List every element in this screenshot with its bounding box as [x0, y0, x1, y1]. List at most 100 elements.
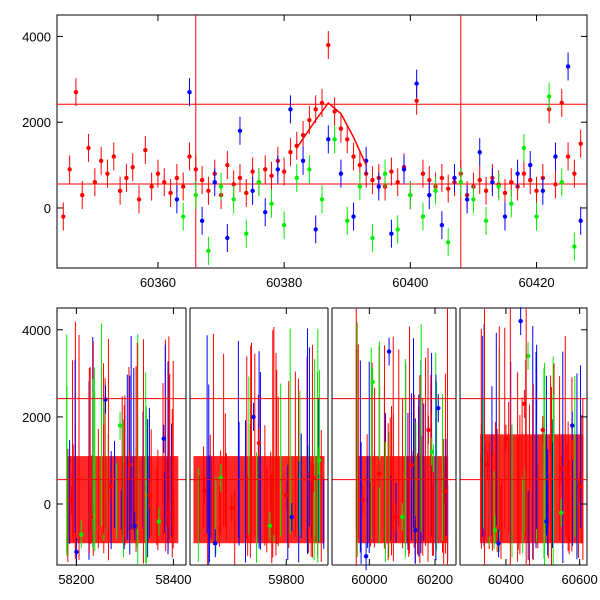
data-point [389, 231, 394, 236]
data-point [206, 188, 211, 194]
data-point [251, 414, 256, 420]
data-point [111, 154, 116, 159]
data-point [386, 349, 392, 354]
data-point [174, 175, 180, 181]
data-point [496, 184, 501, 189]
data-point [528, 177, 533, 183]
axis-break [328, 307, 332, 566]
data-point [559, 466, 564, 472]
data-point [395, 180, 400, 185]
data-point [174, 197, 180, 202]
data-point [149, 184, 154, 189]
data-point [250, 169, 255, 174]
data-point [414, 98, 419, 103]
data-point [436, 405, 441, 411]
data-point [73, 89, 79, 95]
data-point [288, 107, 293, 112]
data-point [127, 462, 132, 468]
data-point [98, 158, 104, 163]
data-point [161, 436, 166, 441]
data-point [74, 549, 79, 555]
x-tick-label: 60200 [417, 572, 453, 587]
data-point [146, 493, 152, 498]
data-point [357, 184, 363, 189]
x-tick-label: 58200 [58, 572, 94, 587]
data-point [162, 180, 167, 185]
data-point [61, 214, 66, 219]
data-point [492, 527, 498, 533]
data-point [199, 218, 205, 224]
data-point [69, 497, 74, 502]
data-point [92, 180, 98, 185]
data-point [206, 248, 211, 254]
data-point [565, 64, 571, 69]
data-point [275, 167, 281, 172]
x-tick-label: 60400 [488, 572, 524, 587]
data-point [213, 541, 218, 546]
data-point [212, 180, 217, 185]
data-point [429, 449, 434, 454]
data-point [244, 190, 249, 196]
data-point [86, 145, 91, 151]
data-point [307, 117, 312, 123]
data-point [237, 175, 243, 181]
data-point [521, 171, 527, 176]
data-point [426, 427, 431, 433]
data-point [408, 192, 413, 198]
data-point [363, 554, 369, 559]
data-point [187, 154, 192, 159]
data-point [395, 227, 400, 232]
data-point [345, 137, 350, 142]
data-point [360, 497, 366, 502]
data-point [229, 506, 234, 511]
bottom-panel: 0 2000 4000 58200 58400 59800 60000 60200 60400 6… [22, 307, 598, 587]
data-point [193, 192, 199, 198]
data-point [105, 171, 110, 176]
data-point [218, 475, 223, 481]
data-point [338, 126, 344, 131]
data-point [572, 171, 577, 176]
data-point [565, 154, 571, 159]
data-point [311, 475, 316, 481]
data-point [225, 235, 230, 241]
data-point [521, 145, 527, 151]
data-point [319, 100, 325, 106]
data-point [442, 488, 448, 494]
data-point [382, 171, 388, 176]
data-point [546, 94, 552, 99]
x-tick-label: 60380 [266, 275, 302, 290]
top-panel: 0 2000 4000 60360 60380 60400 60420 [22, 14, 588, 290]
data-point [263, 167, 268, 172]
data-point [553, 182, 558, 187]
data-point [193, 167, 199, 172]
data-point [338, 171, 344, 176]
y-tick-label: 4000 [22, 29, 51, 44]
data-point [477, 150, 482, 155]
data-point [319, 197, 325, 202]
data-point [244, 231, 249, 236]
trend-curve [296, 101, 367, 166]
data-point [307, 167, 312, 172]
data-point [485, 462, 490, 468]
data-point [389, 169, 394, 174]
data-point [525, 353, 531, 359]
data-point [313, 107, 318, 112]
data-point [540, 188, 546, 194]
data-point [496, 541, 501, 546]
data-point [300, 158, 306, 163]
data-point [445, 186, 451, 191]
data-point [332, 109, 337, 114]
x-tick-label: 60420 [518, 275, 554, 290]
data-point [124, 175, 129, 181]
data-point [439, 175, 445, 181]
y-tick-label: 2000 [22, 115, 51, 130]
data-point [289, 514, 294, 520]
y-tick-label: 4000 [22, 323, 51, 338]
data-point [483, 188, 489, 194]
data-point [518, 318, 523, 324]
data-point [117, 188, 123, 194]
data-point [570, 423, 575, 428]
data-point [559, 180, 564, 185]
data-point [288, 150, 293, 155]
